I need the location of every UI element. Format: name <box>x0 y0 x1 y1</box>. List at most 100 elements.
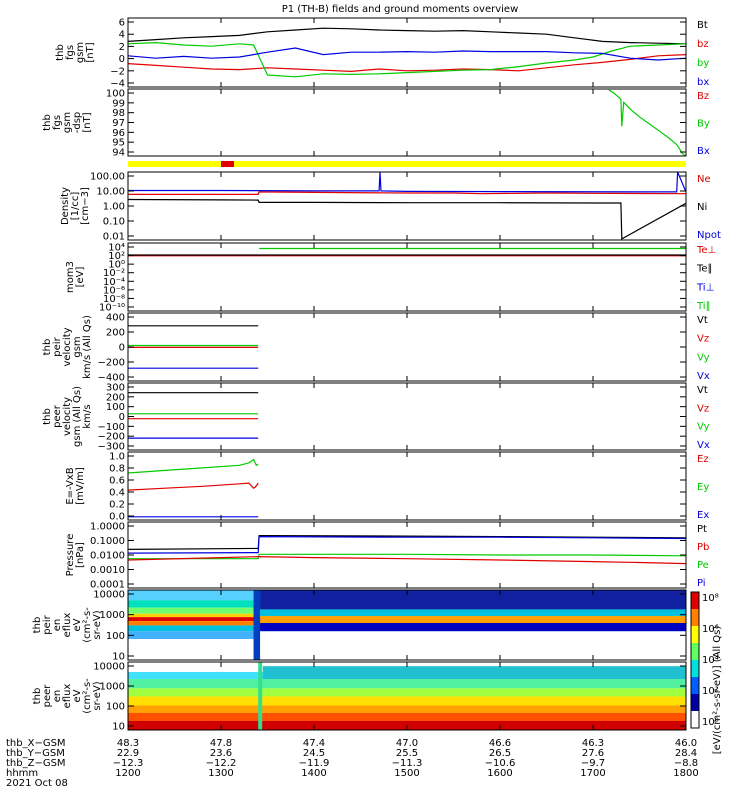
legend-entry-Npot: Npot <box>697 230 721 241</box>
y-tick-label: 0 <box>119 54 125 65</box>
y-tick-label: −4 <box>110 79 125 90</box>
y-axis-label: [eV] <box>75 267 86 288</box>
y-axis-label: en <box>52 619 63 632</box>
y-axis-label: sr-eV) <box>92 610 103 639</box>
y-axis-label: Density <box>60 187 71 225</box>
series-line-Pe <box>128 553 686 560</box>
y-axis-label: thb <box>42 114 53 131</box>
legend-entry-Pi: Pi <box>697 578 706 589</box>
colorbar-segment <box>691 609 699 627</box>
x-axis-row-value: −10.6 <box>485 758 516 769</box>
y-tick-label: −400 <box>98 373 125 384</box>
panel-10: 10000 1000 100 10 thb peer en eflux eV (cm²-s-sr-… <box>32 661 687 733</box>
y-tick-label: 1.0 <box>109 452 125 463</box>
x-axis-row-value: 23.6 <box>210 748 232 759</box>
series-line-Ey <box>128 458 259 474</box>
y-tick-label: 100 <box>106 631 125 642</box>
y-tick-label: 0.2 <box>109 500 125 511</box>
spectrogram-band <box>128 712 686 721</box>
x-axis-row-value: −9.7 <box>581 758 605 769</box>
y-axis-label: km/s (All Qs) <box>82 315 93 379</box>
y-tick-label: 0 <box>119 343 125 354</box>
legend-entry-Ey: Ey <box>697 482 709 493</box>
y-tick-label: −100 <box>98 422 125 433</box>
y-tick-label: 10⁻¹⁰ <box>99 303 125 314</box>
x-axis-row-value: 48.3 <box>117 738 139 749</box>
x-axis-row-value: 22.9 <box>117 748 139 759</box>
panel-7: 1.00.80.60.40.20.0 E=-VxB [mV/m] Ez Ey Ex <box>65 451 709 523</box>
legend-entry-Vz: Vz <box>697 334 709 345</box>
spectrogram-band <box>128 696 686 706</box>
y-tick-label: 0.0100 <box>90 551 125 562</box>
y-tick-label: 0.0 <box>109 512 125 523</box>
date-label: 2021 Oct 08 <box>6 778 68 789</box>
y-tick-label: 100.00 <box>90 172 125 183</box>
y-tick-label: 96 <box>112 128 125 139</box>
colorbar-segment <box>691 677 699 695</box>
y-axis-label: gsm <box>72 336 83 357</box>
spectrogram-band <box>262 666 686 680</box>
y-tick-label: 10⁻² <box>103 268 125 279</box>
series-line-by <box>128 41 686 78</box>
x-axis-row-value: 47.8 <box>210 738 232 749</box>
spectrogram-band <box>260 590 686 610</box>
series-line-bz <box>128 54 686 73</box>
colorbar-tick-label: 10⁸ <box>702 593 719 604</box>
y-axis-label: peir <box>52 336 63 356</box>
y-tick-label: 200 <box>106 392 125 403</box>
panel-frame <box>127 17 687 88</box>
series-line-bx <box>128 47 686 61</box>
spectrogram-band <box>260 623 686 632</box>
colorbar-segment <box>691 660 699 678</box>
legend-entry-bz: bz <box>697 39 709 50</box>
y-tick-label: 0.1000 <box>90 536 125 547</box>
series-line-Ne <box>128 191 686 195</box>
y-axis-label: -dsp <box>72 112 83 134</box>
x-axis-row-value: −11.3 <box>392 758 423 769</box>
x-axis-row-value: 27.6 <box>582 748 604 759</box>
y-axis-label: peir <box>42 614 53 634</box>
y-tick-label: 2 <box>119 42 125 53</box>
y-tick-label: −2 <box>110 66 125 77</box>
x-axis-row-value: 1500 <box>394 768 419 779</box>
legend-entry-Ne: Ne <box>697 174 711 185</box>
x-axis-row-value: 25.5 <box>396 748 418 759</box>
y-tick-label: 100 <box>106 702 125 713</box>
series-line-By <box>608 89 686 156</box>
status-bar-flag <box>221 161 235 167</box>
x-axis-row-value: 1600 <box>487 768 512 779</box>
spectrogram-band <box>260 609 686 617</box>
legend-entry-Ex: Ex <box>697 510 709 521</box>
x-axis-row-label: thb_Y−GSM <box>6 748 65 759</box>
y-axis-label: en <box>52 690 63 703</box>
y-axis-label: fgs <box>65 45 76 60</box>
y-axis-label: [mV/m] <box>75 467 86 505</box>
status-bar <box>128 161 686 167</box>
y-tick-label: −200 <box>98 358 125 369</box>
y-axis-label: thb <box>55 44 66 61</box>
spectrogram-band <box>260 616 686 624</box>
y-tick-label: 200 <box>106 328 125 339</box>
legend-entry-Pt: Pt <box>697 524 707 535</box>
colorbar-segment <box>691 643 699 661</box>
y-tick-label: 10.00 <box>96 187 125 198</box>
series-line-Ez <box>128 482 259 491</box>
y-axis-label: velocity <box>62 327 73 366</box>
spectrogram-band <box>260 631 686 660</box>
y-tick-label: 0.0001 <box>90 580 125 591</box>
y-tick-label: 10⁻⁸ <box>103 294 125 305</box>
x-axis-row-label: thb_Z−GSM <box>6 758 66 769</box>
y-tick-label: 0.6 <box>109 476 125 487</box>
y-axis-label: km/s <box>82 404 93 428</box>
colorbar-segment <box>691 711 699 729</box>
y-axis-label: [nPa] <box>75 542 86 568</box>
y-tick-label: 1000 <box>100 682 125 693</box>
y-tick-label: 10⁴ <box>108 243 125 254</box>
y-tick-label: 10 <box>112 652 125 663</box>
y-tick-label: 400 <box>106 313 125 324</box>
x-axis-row-value: −12.2 <box>206 758 237 769</box>
plot-title: P1 (TH-B) fields and ground moments over… <box>282 4 519 15</box>
